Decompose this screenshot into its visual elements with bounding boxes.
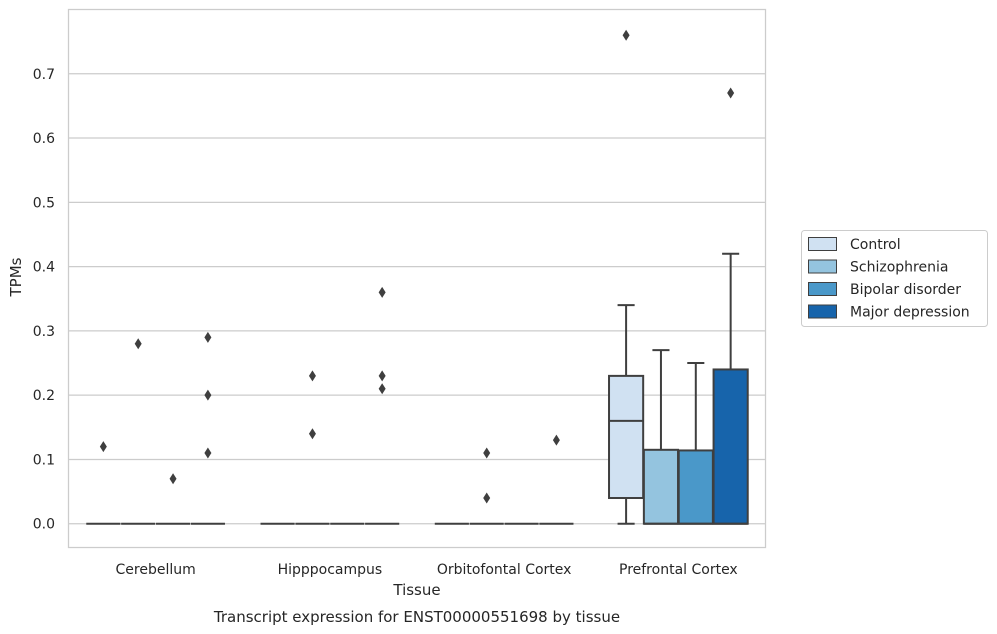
outlier-point <box>378 370 386 382</box>
outlier-point <box>134 338 142 350</box>
legend-swatch <box>808 282 837 296</box>
outlier-point <box>204 389 212 401</box>
legend-label: Control <box>850 237 901 253</box>
box-body <box>677 449 714 525</box>
x-axis-label: Tissue <box>392 581 440 599</box>
y-tick-label: 0.3 <box>33 324 55 340</box>
x-axis-ticks: Cerebellum Hipppocampus Orbitofontal Corte… <box>116 562 738 578</box>
y-tick-label: 0.6 <box>33 131 55 147</box>
outlier-point <box>483 492 491 504</box>
box-3-0 <box>190 331 225 525</box>
outlier-point <box>169 473 177 485</box>
outlier-point <box>378 383 386 395</box>
outlier-point <box>552 434 560 446</box>
legend-label: Major depression <box>850 305 970 321</box>
outlier-point <box>483 447 491 459</box>
legend-frame <box>801 230 988 327</box>
box-body <box>608 374 645 500</box>
box-2-0 <box>155 473 191 525</box>
outlier-point <box>99 441 107 453</box>
box-1-1 <box>295 370 330 525</box>
outlier-point <box>204 447 212 459</box>
box-0-3 <box>608 29 645 525</box>
outlier-point <box>727 87 735 99</box>
y-tick-label: 0.1 <box>33 452 55 468</box>
y-tick-label: 0.0 <box>33 517 55 533</box>
legend: Control Schizophrenia Bipolar disorder Majo… <box>801 230 988 327</box>
y-tick-label: 0.7 <box>33 67 55 83</box>
box-0-0 <box>86 441 121 525</box>
outlier-point <box>622 29 630 41</box>
outlier-point <box>378 286 386 298</box>
chart-caption: Transcript expression for ENST0000055169… <box>213 608 620 626</box>
box-3-1 <box>365 286 400 525</box>
legend-label: Schizophrenia <box>850 260 948 276</box>
box-1-3 <box>642 349 680 525</box>
x-tick-label: Orbitofontal Cortex <box>437 562 572 578</box>
legend-swatch <box>808 304 837 319</box>
y-axis-label: TPMs <box>7 257 25 297</box>
box-body <box>712 368 749 525</box>
box-3-2 <box>539 434 574 525</box>
legend-label: Bipolar disorder <box>850 282 961 298</box>
y-tick-label: 0.2 <box>33 388 55 404</box>
plot-area-frame <box>67 8 767 549</box>
outlier-point <box>204 331 212 343</box>
box-groups <box>86 29 749 525</box>
x-tick-label: Prefrontal Cortex <box>619 562 738 578</box>
legend-swatch <box>808 259 837 274</box>
outlier-point <box>308 370 316 382</box>
y-tick-label: 0.5 <box>33 195 55 211</box>
grid-lines <box>68 73 766 525</box>
x-tick-label: Hipppocampus <box>278 562 383 578</box>
box-1-0 <box>121 338 156 525</box>
box-2-3 <box>677 362 714 525</box>
x-tick-label: Cerebellum <box>116 562 196 578</box>
outlier-point <box>308 428 316 440</box>
box-body <box>642 448 680 525</box>
box-3-3 <box>712 87 749 525</box>
legend-swatch <box>808 237 837 251</box>
box-1-2 <box>469 447 504 525</box>
y-tick-label: 0.4 <box>33 260 55 276</box>
y-axis-ticks: 0.0 0.1 0.2 0.3 0.4 0.5 0.6 0.7 <box>33 67 55 533</box>
